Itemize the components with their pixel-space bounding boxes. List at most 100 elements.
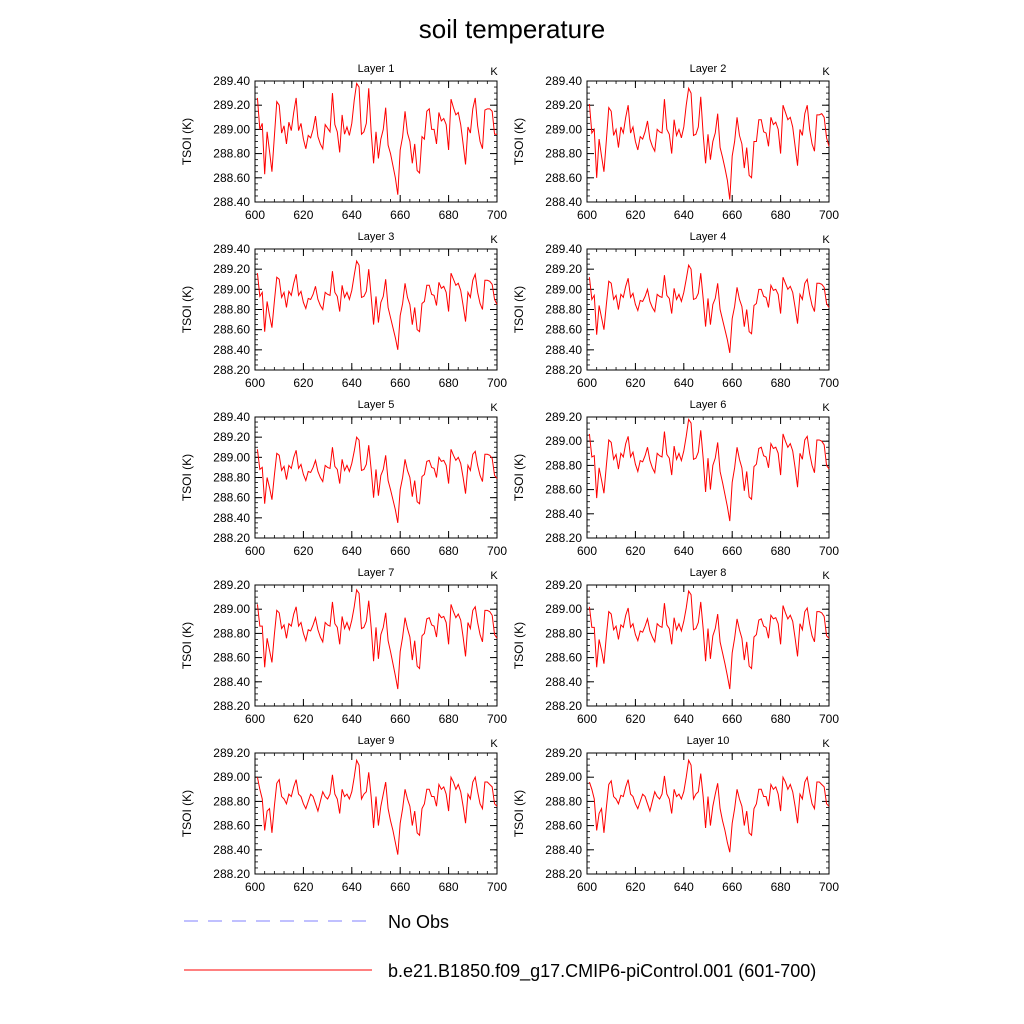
x-tick-label: 620 <box>293 376 313 390</box>
panel-units: K <box>490 234 498 246</box>
y-tick-label: 288.60 <box>213 323 250 337</box>
x-tick-label: 600 <box>245 544 265 558</box>
layer-panel: 600 620 640 660 680 700 288.20 288.40 288.60 288.… <box>180 399 507 558</box>
x-tick-label: 660 <box>722 544 742 558</box>
y-tick-label: 288.20 <box>213 699 250 713</box>
x-tick-label: 600 <box>245 376 265 390</box>
y-tick-label: 289.00 <box>213 602 250 616</box>
y-tick-label: 288.40 <box>545 507 582 521</box>
panel-title: Layer 10 <box>687 735 730 747</box>
y-tick-label: 289.20 <box>545 410 582 424</box>
y-tick-label: 288.80 <box>213 147 250 161</box>
y-axis-label: TSOI (K) <box>180 286 194 333</box>
plot-frame <box>254 752 498 875</box>
y-tick-label: 289.00 <box>545 122 582 136</box>
panel-units: K <box>822 234 830 246</box>
x-tick-label: 660 <box>390 712 410 726</box>
x-tick-label: 640 <box>342 712 362 726</box>
x-tick-label: 700 <box>819 880 839 894</box>
x-tick-label: 680 <box>439 376 459 390</box>
panel-title: Layer 1 <box>358 63 395 75</box>
layer-panel: 600 620 640 660 680 700 288.20 288.40 288.60 288.… <box>512 735 839 894</box>
y-tick-label: 288.60 <box>213 491 250 505</box>
y-tick-label: 289.20 <box>213 98 250 112</box>
y-tick-label: 289.40 <box>545 74 582 88</box>
x-tick-label: 620 <box>293 544 313 558</box>
series-line <box>256 259 498 350</box>
y-tick-label: 288.80 <box>213 471 250 485</box>
y-tick-label: 288.80 <box>213 303 250 317</box>
layer-panel: 600 620 640 660 680 700 288.40 288.60 288.80 289.… <box>512 63 839 222</box>
plot-frame <box>586 752 830 875</box>
plot-frame <box>254 584 498 707</box>
y-tick-label: 289.20 <box>213 578 250 592</box>
x-tick-label: 700 <box>487 712 507 726</box>
series-line <box>256 588 498 690</box>
y-tick-label: 289.40 <box>545 242 582 256</box>
y-tick-label: 288.80 <box>545 458 582 472</box>
y-tick-label: 288.20 <box>213 531 250 545</box>
y-tick-label: 288.20 <box>213 363 250 377</box>
y-tick-label: 288.40 <box>545 195 582 209</box>
x-tick-label: 680 <box>439 208 459 222</box>
y-axis-label: TSOI (K) <box>512 118 526 165</box>
x-tick-label: 600 <box>245 208 265 222</box>
x-tick-label: 640 <box>674 544 694 558</box>
y-tick-label: 288.60 <box>545 651 582 665</box>
x-tick-label: 660 <box>722 376 742 390</box>
panel-title: Layer 8 <box>690 567 727 579</box>
layer-panel: 600 620 640 660 680 700 288.20 288.40 288.60 288.… <box>512 567 839 726</box>
y-tick-label: 288.40 <box>213 195 250 209</box>
x-tick-label: 660 <box>390 376 410 390</box>
panel-title: Layer 4 <box>690 231 727 243</box>
x-tick-label: 680 <box>439 712 459 726</box>
plot-frame <box>254 416 498 539</box>
x-tick-label: 600 <box>245 712 265 726</box>
x-tick-label: 660 <box>722 712 742 726</box>
layer-panel: 600 620 640 660 680 700 288.20 288.40 288.60 288.… <box>180 231 507 390</box>
y-tick-label: 289.20 <box>213 262 250 276</box>
x-tick-label: 620 <box>625 880 645 894</box>
x-tick-label: 700 <box>487 208 507 222</box>
panel-units: K <box>822 570 830 582</box>
y-tick-label: 289.20 <box>545 98 582 112</box>
y-tick-label: 289.00 <box>213 122 250 136</box>
x-tick-label: 640 <box>342 880 362 894</box>
x-tick-label: 680 <box>771 880 791 894</box>
plot-frame <box>586 416 830 539</box>
y-tick-label: 288.20 <box>545 699 582 713</box>
y-axis-label: TSOI (K) <box>512 286 526 333</box>
plot-frame <box>586 248 830 371</box>
panel-title: Layer 6 <box>690 399 727 411</box>
series-line <box>256 435 498 523</box>
x-tick-label: 620 <box>625 208 645 222</box>
y-axis-label: TSOI (K) <box>512 454 526 501</box>
y-tick-label: 288.60 <box>545 483 582 497</box>
panel-title: Layer 7 <box>358 567 395 579</box>
y-axis-label: TSOI (K) <box>512 622 526 669</box>
y-tick-label: 288.40 <box>213 675 250 689</box>
x-tick-label: 700 <box>487 544 507 558</box>
series-line <box>256 82 497 195</box>
panel-units: K <box>822 402 830 414</box>
panel-title: Layer 3 <box>358 231 395 243</box>
y-tick-label: 289.00 <box>213 450 250 464</box>
series-line <box>588 263 830 353</box>
x-tick-label: 680 <box>771 376 791 390</box>
series-line <box>588 758 830 853</box>
x-tick-label: 680 <box>771 712 791 726</box>
x-tick-label: 620 <box>293 712 313 726</box>
panel-title: Layer 5 <box>358 399 395 411</box>
y-tick-label: 289.20 <box>545 578 582 592</box>
x-tick-label: 640 <box>674 376 694 390</box>
series-line <box>588 418 830 522</box>
plot-frame <box>254 80 498 203</box>
x-tick-label: 660 <box>722 208 742 222</box>
y-axis-label: TSOI (K) <box>180 118 194 165</box>
y-tick-label: 288.40 <box>213 843 250 857</box>
x-tick-label: 600 <box>577 544 597 558</box>
y-tick-label: 288.60 <box>545 171 582 185</box>
layer-panel: 600 620 640 660 680 700 288.20 288.40 288.60 288.… <box>512 231 839 390</box>
plot-frame <box>586 80 830 203</box>
y-tick-label: 289.40 <box>213 242 250 256</box>
